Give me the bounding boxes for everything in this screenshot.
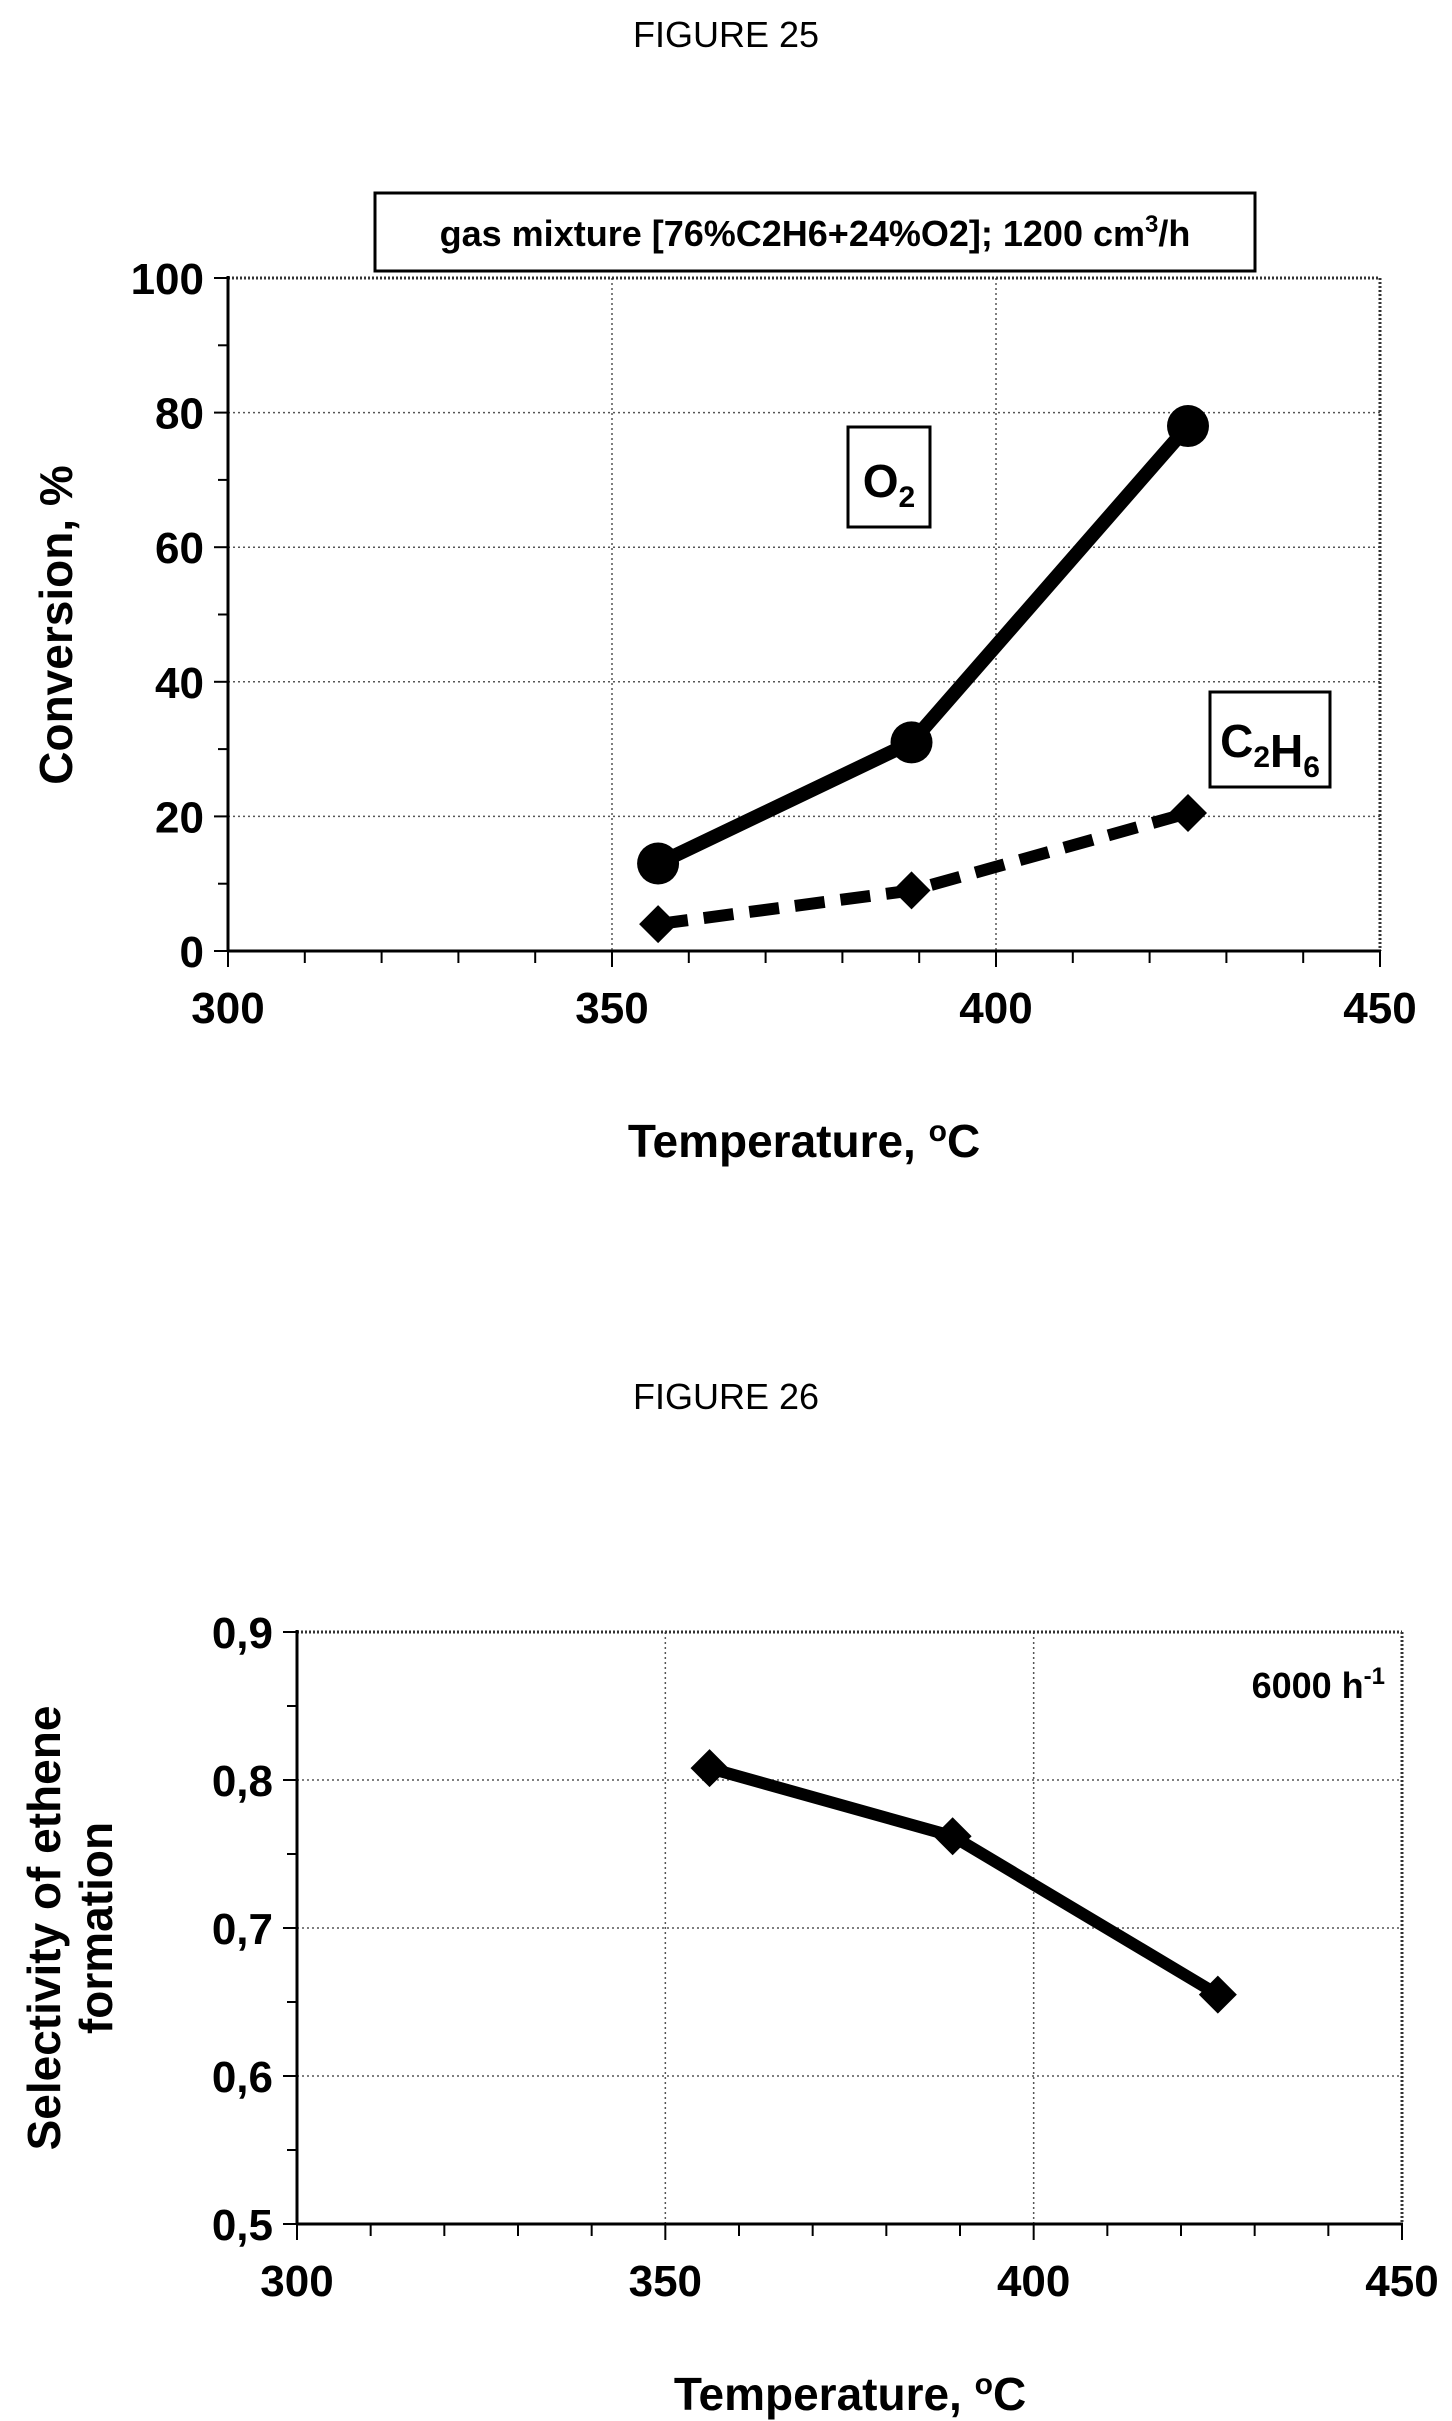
chart-selectivity: 300 350 400 450 0,5 0,6 0,7 0,8 0,9 Selectivity o…	[18, 1609, 1439, 2420]
series-label-o2: O2	[863, 455, 915, 514]
o2-point	[890, 721, 933, 764]
y-tick-label: 40	[155, 659, 204, 708]
y-tick-label: 0,8	[212, 1757, 273, 1806]
chart-title-box	[373, 191, 1257, 273]
chart-conversion: 300 350 400 450 0 20 40 60 80 100 gas mixture [76%…	[30, 191, 1417, 1167]
chart-title: gas mixture [76%C2H6+24%O2]; 1200 cm3/h	[440, 211, 1191, 254]
y-tick-label: 80	[155, 390, 204, 439]
x-tick-label: 300	[191, 984, 264, 1033]
chart-annotation: 6000 h-1	[1252, 1663, 1385, 1706]
selectivity-point	[933, 1817, 972, 1856]
y-tick-label: 100	[131, 255, 204, 304]
y-tick-label: 60	[155, 524, 204, 573]
x-tick-label: 300	[260, 2257, 333, 2306]
x-axis-title: Temperature, oC	[674, 2368, 1026, 2420]
c2h6-point	[639, 905, 678, 944]
o2-point	[1167, 405, 1209, 448]
y-tick-label: 20	[155, 793, 204, 842]
series-label-c2h6: C2H6	[1220, 715, 1320, 784]
y-tick-label: 0,9	[212, 1609, 273, 1658]
figure-26-title: FIGURE 26	[632, 1376, 820, 1417]
y-tick-label: 0,5	[212, 2201, 273, 2250]
selectivity-line	[707, 1762, 1221, 2000]
series-label-o2-box	[846, 425, 932, 529]
x-tick-label: 400	[959, 984, 1032, 1033]
series-label-c2h6-box	[1208, 690, 1332, 789]
x-axis-title: Temperature, oC	[628, 1115, 980, 1167]
x-tick-label: 400	[997, 2257, 1070, 2306]
x-tick-label: 350	[575, 984, 648, 1033]
y-axis-title: Selectivity of etheneformation	[18, 1706, 122, 2151]
o2-point	[637, 842, 680, 885]
y-tick-label: 0	[180, 928, 204, 977]
selectivity-point	[1198, 1975, 1237, 2014]
selectivity-point	[690, 1749, 729, 1788]
y-tick-label: 0,7	[212, 1905, 273, 1954]
x-tick-label: 450	[1365, 2257, 1438, 2306]
c2h6-point	[1169, 794, 1207, 833]
x-tick-label: 350	[629, 2257, 702, 2306]
x-tick-label: 450	[1343, 984, 1416, 1033]
y-tick-label: 0,6	[212, 2053, 273, 2102]
c2h6-point	[892, 871, 931, 910]
y-axis-title: Conversion, %	[30, 465, 82, 785]
figure-25-title: FIGURE 25	[632, 14, 820, 55]
